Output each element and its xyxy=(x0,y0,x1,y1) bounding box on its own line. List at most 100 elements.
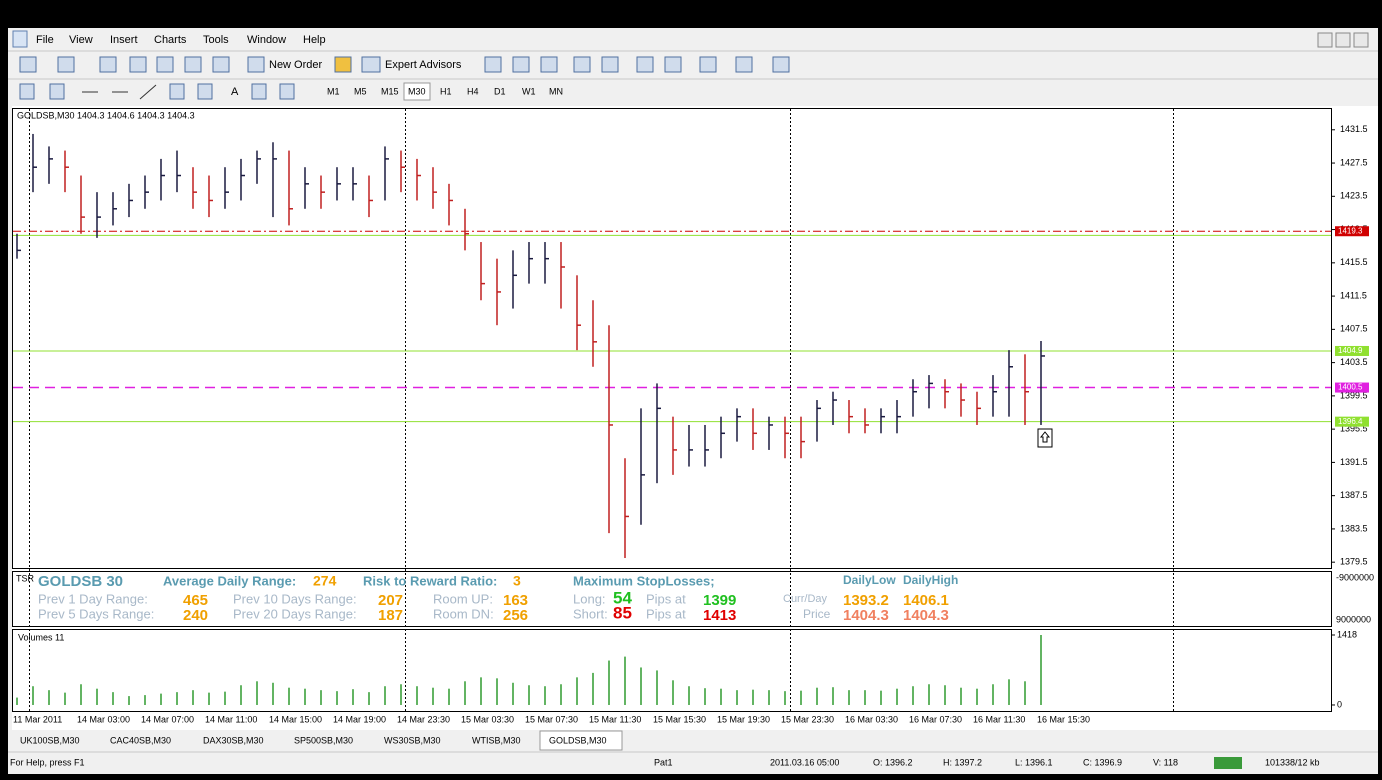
close-button[interactable] xyxy=(1353,32,1369,48)
status-text: 101338/12 kb xyxy=(1265,757,1320,767)
y-tick-label: 1383.5 xyxy=(1340,523,1368,533)
x-tick-label: 15 Mar 19:30 xyxy=(717,714,770,724)
icon[interactable] xyxy=(636,56,654,73)
y-tick-label: 1431.5 xyxy=(1340,124,1368,134)
chart-tab[interactable]: DAX30SB,M30 xyxy=(203,735,264,745)
status-text: V: 118 xyxy=(1153,757,1178,767)
icon[interactable] xyxy=(19,56,37,73)
icon[interactable] xyxy=(184,56,202,73)
x-tick-label: 14 Mar 07:00 xyxy=(141,714,194,724)
indicator-text: Price xyxy=(803,607,831,621)
y-tick-label: 9000000 xyxy=(1336,614,1371,624)
indicator-text: 256 xyxy=(503,607,528,624)
toolbar-label[interactable]: New Order xyxy=(269,59,323,71)
menu-item[interactable]: File xyxy=(36,34,54,46)
x-tick-label: 16 Mar 11:30 xyxy=(973,714,1025,724)
menu-item[interactable]: View xyxy=(69,34,93,46)
icon[interactable] xyxy=(573,56,591,73)
level-tag xyxy=(1335,416,1369,427)
volume-title: Volumes 11 xyxy=(18,632,64,642)
icon[interactable] xyxy=(197,83,213,100)
icon[interactable] xyxy=(279,83,295,100)
chart-tab[interactable]: WTISB,M30 xyxy=(472,735,521,745)
arrow-marker xyxy=(1037,428,1053,448)
indicator-text: Prev 20 Days Range: xyxy=(233,606,357,621)
icon[interactable] xyxy=(772,56,790,73)
timeframe-active[interactable] xyxy=(403,82,431,101)
icon[interactable] xyxy=(49,83,65,100)
y-tick-label: 0 xyxy=(1337,699,1342,709)
indicator-text: Prev 10 Days Range: xyxy=(233,591,357,606)
chart-tab[interactable]: SP500SB,M30 xyxy=(294,735,353,745)
timeframe-button[interactable]: W1 xyxy=(522,86,536,96)
timeframe-button[interactable]: M5 xyxy=(354,86,367,96)
status-text: For Help, press F1 xyxy=(10,757,85,767)
timeframe-button[interactable]: H4 xyxy=(467,86,479,96)
active-tab[interactable] xyxy=(539,730,623,751)
icon[interactable] xyxy=(156,56,174,73)
icon[interactable] xyxy=(251,83,267,100)
icon[interactable] xyxy=(735,56,753,73)
x-tick-label: 16 Mar 03:30 xyxy=(845,714,898,724)
icon[interactable] xyxy=(664,56,682,73)
icon[interactable] xyxy=(212,56,230,73)
icon[interactable] xyxy=(699,56,717,73)
menu-item[interactable]: Tools xyxy=(203,34,229,46)
timeframe-button[interactable]: M30 xyxy=(408,86,426,96)
icon[interactable] xyxy=(334,56,352,73)
level-label: 1396.4 xyxy=(1338,417,1363,426)
x-tick-label: 15 Mar 03:30 xyxy=(461,714,514,724)
restore-button[interactable] xyxy=(1335,32,1351,48)
chart-tab[interactable]: CAC40SB,M30 xyxy=(110,735,171,745)
indicator-text: Pips at xyxy=(646,591,686,606)
icon[interactable] xyxy=(169,83,185,100)
icon[interactable] xyxy=(99,56,117,73)
x-tick-label: 14 Mar 23:30 xyxy=(397,714,450,724)
indicator-text: 240 xyxy=(183,607,208,624)
volume-panel xyxy=(12,629,1332,712)
status-text: O: 1396.2 xyxy=(873,757,913,767)
icon xyxy=(139,84,157,100)
y-tick-label: 1411.5 xyxy=(1340,290,1367,300)
chart-tab[interactable]: WS30SB,M30 xyxy=(384,735,441,745)
indicator-panel xyxy=(12,571,1332,627)
icon[interactable] xyxy=(19,83,35,100)
period-separators xyxy=(29,109,1174,711)
timeframe-button[interactable]: D1 xyxy=(494,86,506,96)
indicator-text: 207 xyxy=(378,592,403,609)
toolbar-label[interactable]: A xyxy=(231,86,239,98)
status-text: C: 1396.9 xyxy=(1083,757,1122,767)
indicator-text: 54 xyxy=(613,588,632,607)
timeframe-button[interactable]: H1 xyxy=(440,86,452,96)
icon[interactable] xyxy=(601,56,619,73)
indicator-text: 274 xyxy=(313,573,337,589)
y-tick-label: 1399.5 xyxy=(1340,390,1368,400)
menu-item[interactable]: Window xyxy=(247,34,286,46)
timeframe-button[interactable]: M15 xyxy=(381,86,399,96)
indicator-text: 1399 xyxy=(703,592,736,609)
menu-item[interactable]: Help xyxy=(303,34,326,46)
menu-item[interactable]: Insert xyxy=(110,34,138,46)
y-tick-label: 1407.5 xyxy=(1340,324,1368,334)
menu-item[interactable]: Charts xyxy=(154,34,187,46)
minimize-button[interactable] xyxy=(1317,32,1333,48)
chart-tab[interactable]: UK100SB,M30 xyxy=(20,735,80,745)
indicator-text: Average Daily Range: xyxy=(163,573,296,588)
indicator-text: 465 xyxy=(183,592,208,609)
toolbar-label[interactable]: Expert Advisors xyxy=(385,59,462,71)
icon[interactable] xyxy=(57,56,75,73)
icon[interactable] xyxy=(361,56,381,73)
x-tick-label: 15 Mar 23:30 xyxy=(781,714,834,724)
tab-bar xyxy=(8,730,1378,750)
icon[interactable] xyxy=(512,56,530,73)
chart-tab[interactable]: GOLDSB,M30 xyxy=(549,735,607,745)
icon[interactable] xyxy=(129,56,147,73)
icon[interactable] xyxy=(484,56,502,73)
indicator-text: Room UP: xyxy=(433,591,493,606)
icon[interactable] xyxy=(247,56,265,73)
indicator-text: Long: xyxy=(573,591,606,606)
indicator-text: DailyLow xyxy=(843,573,896,587)
icon[interactable] xyxy=(540,56,558,73)
timeframe-button[interactable]: MN xyxy=(549,86,563,96)
timeframe-button[interactable]: M1 xyxy=(327,86,340,96)
